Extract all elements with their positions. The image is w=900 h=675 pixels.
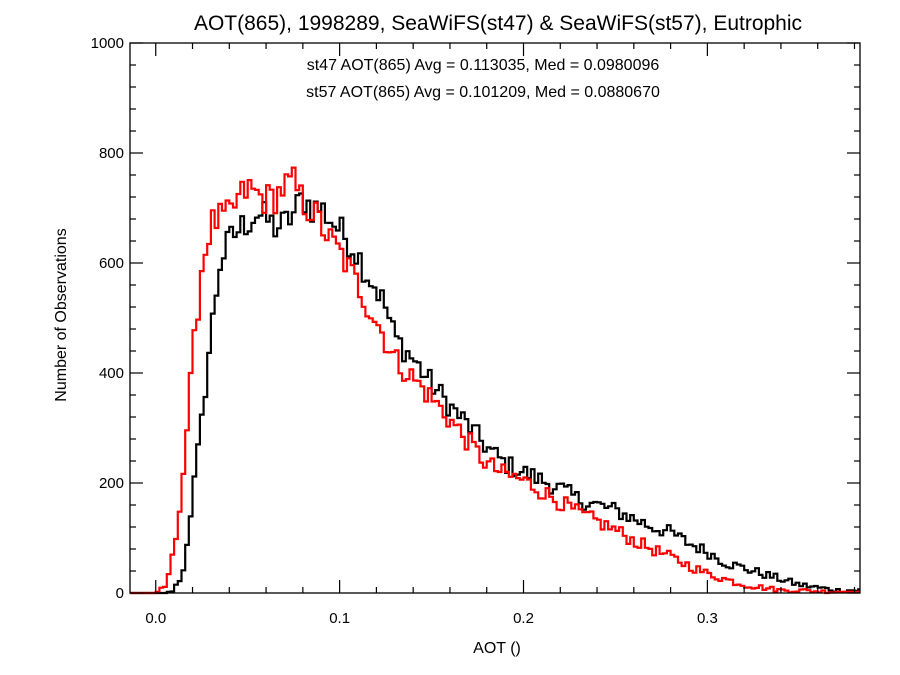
x-tick-label: 0.3 — [697, 610, 718, 627]
y-tick-label: 800 — [99, 145, 124, 162]
y-axis-label: Number of Observations — [53, 228, 70, 401]
st57-stats-annotation: st57 AOT(865) Avg = 0.101209, Med = 0.08… — [306, 84, 660, 101]
y-tick-label: 200 — [99, 475, 124, 492]
chart-title: AOT(865), 1998289, SeaWiFS(st47) & SeaWi… — [194, 12, 802, 35]
axes-layer: 0 200 400 600 800 1000 0.0 0.1 0.2 0.3 — [91, 35, 861, 627]
x-tick-label: 0.0 — [145, 610, 166, 627]
y-tick-label: 1000 — [91, 35, 124, 52]
y-tick-label: 0 — [116, 585, 124, 602]
series-1-histogram-line — [130, 166, 860, 595]
series-0-histogram-line — [130, 192, 860, 595]
st47-stats-annotation: st47 AOT(865) Avg = 0.113035, Med = 0.09… — [307, 57, 660, 74]
plot-frame — [129, 42, 861, 594]
series-layer — [130, 166, 860, 595]
x-tick-label: 0.2 — [513, 610, 534, 627]
y-tick-label: 400 — [99, 365, 124, 382]
y-tick-label: 600 — [99, 255, 124, 272]
x-axis-label: AOT () — [473, 640, 521, 657]
x-tick-label: 0.1 — [329, 610, 350, 627]
